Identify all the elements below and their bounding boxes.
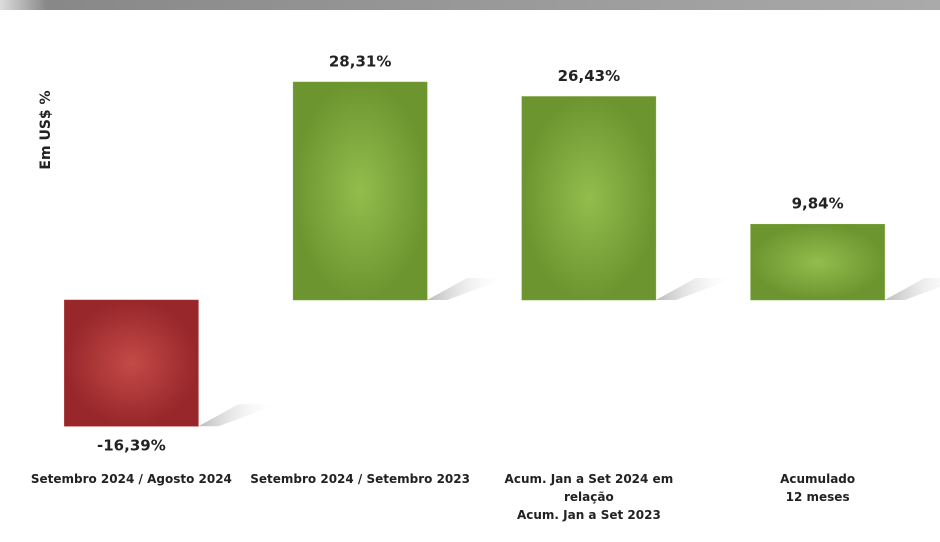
- bar: [292, 81, 428, 301]
- bar-shadow: [884, 278, 940, 300]
- value-label: 28,31%: [329, 53, 391, 71]
- value-label: 9,84%: [792, 195, 844, 213]
- bar-shadow: [655, 278, 736, 300]
- value-label: -16,39%: [97, 437, 166, 455]
- x-tick-label: Acum. Jan a Set 2024 em relação Acum. Ja…: [504, 472, 674, 522]
- x-tick-label: Acumulado 12 meses: [780, 472, 856, 504]
- bar-shadow: [198, 404, 279, 427]
- x-tick-label: Setembro 2024 / Agosto 2024: [30, 472, 232, 486]
- y-axis-label: Em US$ %: [38, 90, 54, 169]
- header-band: [0, 0, 940, 10]
- bar: [750, 223, 885, 301]
- bar-shadow: [427, 278, 508, 300]
- bar: [521, 96, 657, 301]
- bar: [64, 299, 199, 427]
- value-label: 26,43%: [558, 67, 620, 85]
- x-tick-label: Setembro 2024 / Setembro 2023: [250, 472, 470, 486]
